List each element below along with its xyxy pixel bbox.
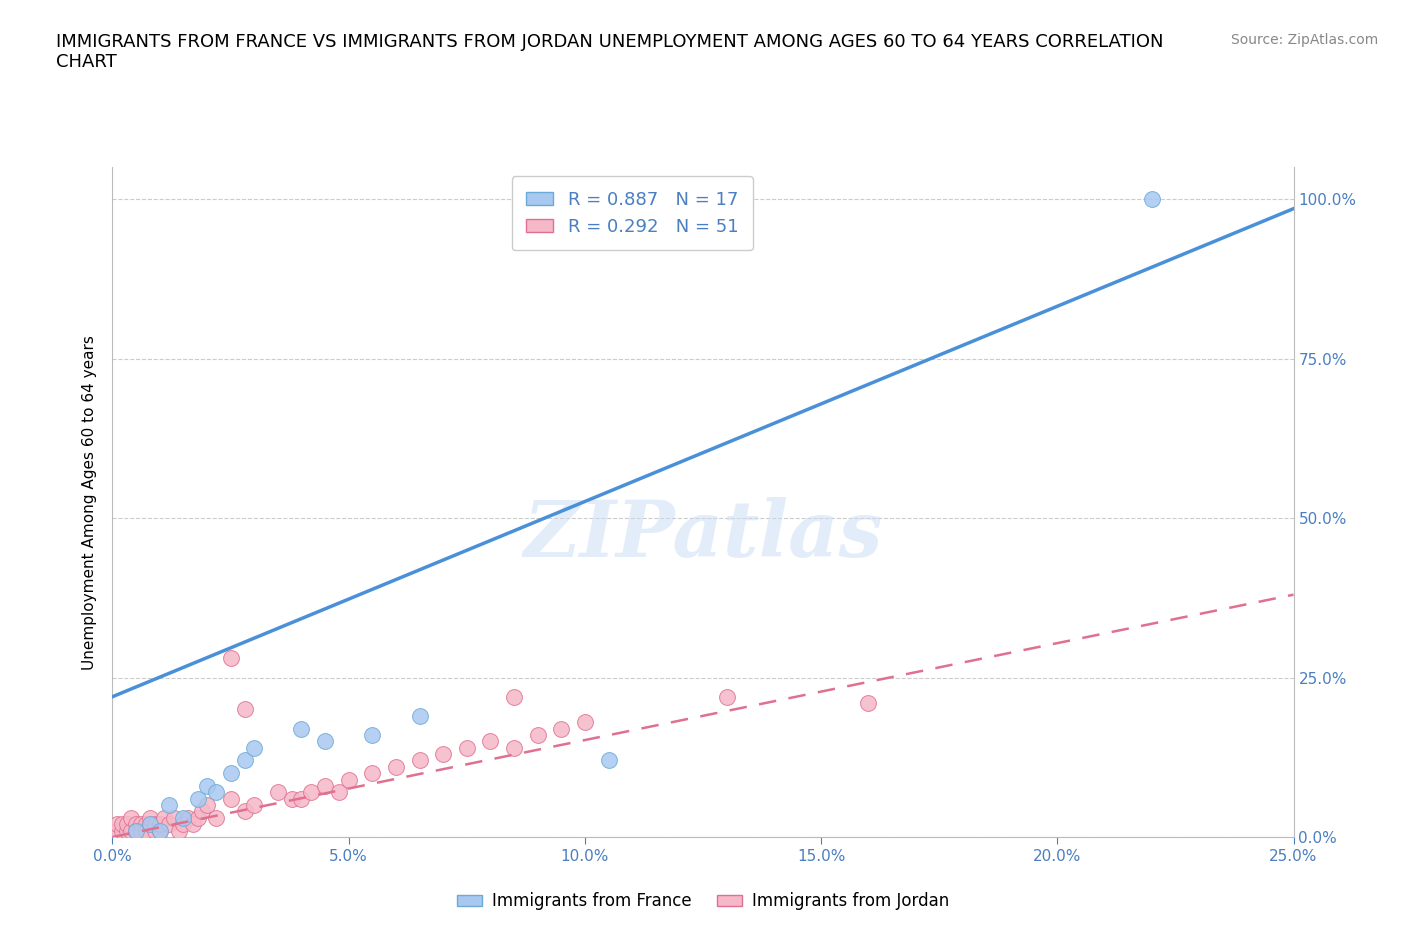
Point: [299, 785, 322, 800]
Point: [120, 810, 142, 825]
Point: [191, 804, 214, 819]
Point: [125, 823, 148, 838]
Point: [205, 785, 228, 800]
Point: [143, 823, 166, 838]
Point: [290, 721, 312, 736]
Point: [135, 823, 157, 838]
Text: Source: ZipAtlas.com: Source: ZipAtlas.com: [1230, 33, 1378, 46]
Point: [456, 740, 478, 755]
Point: [361, 727, 384, 742]
Point: [233, 804, 256, 819]
Point: [314, 734, 336, 749]
Point: [233, 702, 256, 717]
Point: [139, 817, 162, 831]
Point: [243, 798, 266, 813]
Point: [503, 689, 526, 704]
Point: [111, 817, 134, 831]
Point: [432, 747, 454, 762]
Point: [149, 823, 172, 838]
Point: [328, 785, 350, 800]
Point: [314, 778, 336, 793]
Point: [177, 810, 200, 825]
Point: [143, 817, 166, 831]
Point: [233, 753, 256, 768]
Point: [139, 810, 162, 825]
Point: [115, 817, 138, 831]
Y-axis label: Unemployment Among Ages 60 to 64 years: Unemployment Among Ages 60 to 64 years: [82, 335, 97, 670]
Point: [858, 696, 880, 711]
Point: [408, 709, 430, 724]
Point: [157, 798, 180, 813]
Point: [408, 753, 430, 768]
Point: [135, 817, 157, 831]
Point: [1140, 192, 1163, 206]
Point: [181, 817, 204, 831]
Point: [115, 823, 138, 838]
Point: [479, 734, 502, 749]
Point: [167, 823, 190, 838]
Point: [716, 689, 738, 704]
Legend: Immigrants from France, Immigrants from Jordan: Immigrants from France, Immigrants from …: [450, 885, 956, 917]
Point: [503, 740, 526, 755]
Point: [157, 817, 180, 831]
Point: [153, 810, 176, 825]
Point: [149, 823, 172, 838]
Point: [205, 810, 228, 825]
Point: [219, 651, 242, 666]
Point: [361, 765, 384, 780]
Point: [337, 772, 360, 787]
Point: [195, 778, 218, 793]
Point: [139, 817, 162, 831]
Point: [219, 791, 242, 806]
Point: [243, 740, 266, 755]
Point: [598, 753, 620, 768]
Point: [290, 791, 312, 806]
Point: [385, 760, 408, 775]
Point: [526, 727, 548, 742]
Point: [574, 715, 596, 730]
Point: [550, 721, 572, 736]
Point: [267, 785, 290, 800]
Text: ZIPatlas: ZIPatlas: [523, 498, 883, 574]
Point: [195, 798, 218, 813]
Point: [186, 791, 208, 806]
Point: [172, 810, 194, 825]
Point: [129, 823, 152, 838]
Point: [149, 817, 172, 831]
Point: [111, 823, 134, 838]
Point: [105, 823, 128, 838]
Legend: R = 0.887   N = 17, R = 0.292   N = 51: R = 0.887 N = 17, R = 0.292 N = 51: [512, 177, 752, 250]
Point: [125, 817, 148, 831]
Text: IMMIGRANTS FROM FRANCE VS IMMIGRANTS FROM JORDAN UNEMPLOYMENT AMONG AGES 60 TO 6: IMMIGRANTS FROM FRANCE VS IMMIGRANTS FRO…: [56, 33, 1164, 72]
Point: [120, 823, 142, 838]
Point: [163, 810, 186, 825]
Point: [172, 817, 194, 831]
Point: [105, 817, 128, 831]
Point: [281, 791, 304, 806]
Point: [129, 817, 152, 831]
Point: [219, 765, 242, 780]
Point: [125, 823, 148, 838]
Point: [186, 810, 208, 825]
